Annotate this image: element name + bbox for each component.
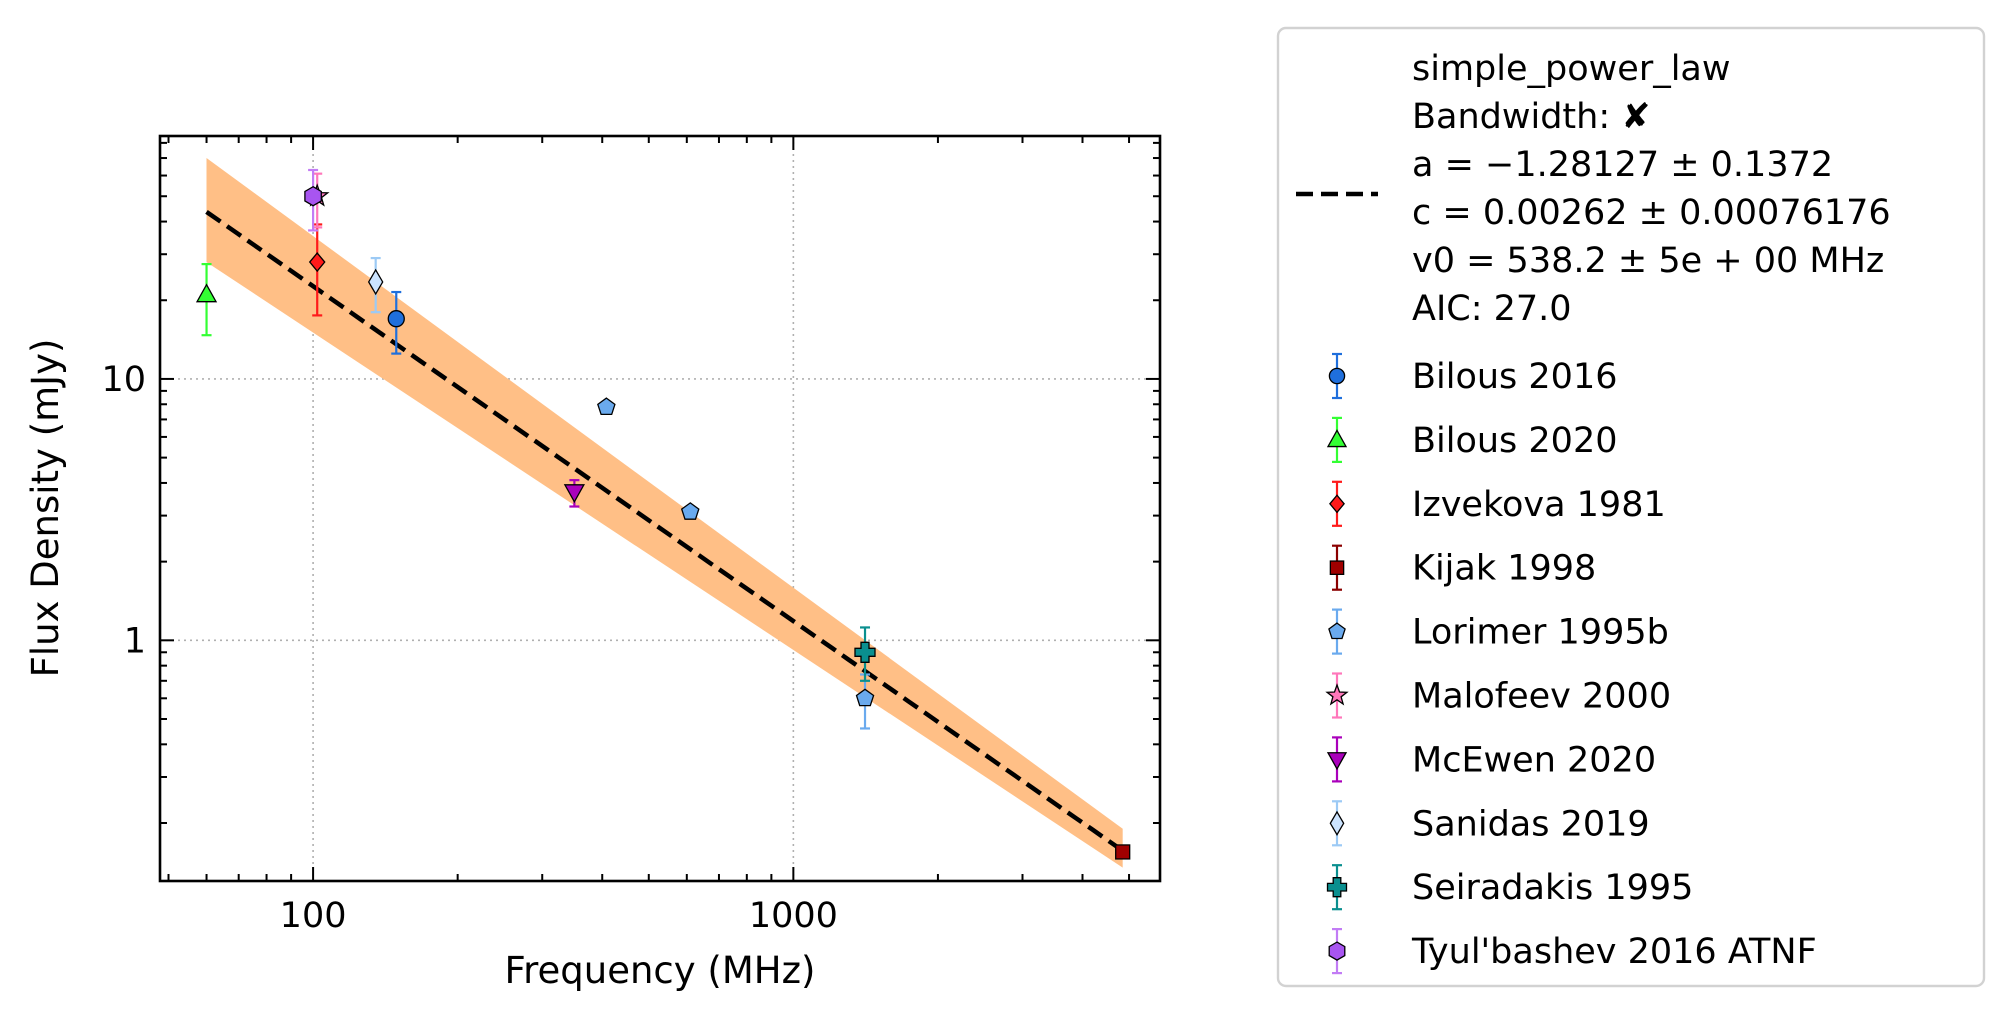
x-tick-label: 1000 bbox=[749, 896, 838, 936]
data-point bbox=[387, 310, 405, 328]
legend-label: Izvekova 1981 bbox=[1412, 485, 1666, 525]
legend-marker bbox=[1328, 622, 1346, 640]
legend-fit-text-line: c = 0.00262 ± 0.00076176 bbox=[1412, 193, 1891, 233]
data-point bbox=[680, 502, 700, 520]
data-point bbox=[855, 688, 875, 707]
plot-axes: 100 1000 1 10 bbox=[101, 134, 1162, 936]
data-point bbox=[367, 268, 384, 296]
legend: simple_power_law Bandwidth: ✘ a = −1.28127… bbox=[1276, 26, 1986, 988]
legend-item: Bilous 2016 bbox=[1328, 352, 1618, 400]
y-axis-label: Flux Density (mJy) bbox=[24, 339, 67, 678]
legend-label: Kijak 1998 bbox=[1412, 549, 1596, 589]
legend-item: McEwen 2020 bbox=[1326, 736, 1656, 783]
series-lorimer-1995b bbox=[597, 397, 875, 730]
legend-item: Kijak 1998 bbox=[1329, 544, 1596, 591]
x-axis-label: Frequency (MHz) bbox=[505, 949, 816, 992]
data-point bbox=[597, 397, 616, 416]
legend-item: Seiradakis 1995 bbox=[1326, 864, 1693, 911]
legend-label: Tyul'bashev 2016 ATNF bbox=[1411, 932, 1817, 972]
legend-label: Malofeev 2000 bbox=[1412, 677, 1671, 717]
series-bilous-2016 bbox=[387, 290, 405, 355]
data-point bbox=[304, 185, 322, 207]
legend-marker bbox=[1329, 494, 1345, 514]
series-seiradakis-1995 bbox=[854, 626, 876, 682]
legend-label: McEwen 2020 bbox=[1412, 740, 1656, 780]
legend-marker bbox=[1328, 367, 1346, 385]
fit-line-path bbox=[205, 210, 1124, 853]
legend-marker bbox=[1326, 752, 1348, 771]
data-points bbox=[195, 168, 1131, 860]
legend-label: Sanidas 2019 bbox=[1412, 804, 1650, 844]
legend-item: Lorimer 1995b bbox=[1328, 608, 1669, 655]
data-point bbox=[308, 252, 326, 273]
legend-fit-text-line: v0 = 538.2 ± 5e + 00 MHz bbox=[1412, 241, 1884, 281]
legend-label: Seiradakis 1995 bbox=[1412, 868, 1693, 908]
legend-marker bbox=[1328, 941, 1346, 961]
y-tick-label: 1 bbox=[124, 621, 146, 661]
legend-frame bbox=[1276, 26, 1986, 988]
series-izvekova-1981 bbox=[308, 223, 326, 317]
grid-lines bbox=[160, 136, 1160, 881]
legend-item: Bilous 2020 bbox=[1326, 416, 1618, 463]
x-tick-label: 100 bbox=[280, 896, 347, 936]
legend-marker bbox=[1325, 683, 1349, 706]
series-kijak-1998 bbox=[1115, 844, 1131, 860]
plot-frame bbox=[158, 134, 1162, 883]
legend-item: Tyul'bashev 2016 ATNF bbox=[1328, 927, 1817, 975]
legend-marker bbox=[1329, 560, 1345, 575]
data-point bbox=[195, 283, 218, 303]
series-tyul-bashev-2016-atnf bbox=[304, 168, 322, 232]
legend-fit-text-line: Bandwidth: ✘ bbox=[1412, 97, 1651, 137]
legend-label: Bilous 2016 bbox=[1412, 357, 1618, 397]
data-point bbox=[1115, 844, 1131, 860]
legend-label: Bilous 2020 bbox=[1412, 421, 1618, 461]
data-point bbox=[854, 641, 876, 663]
legend-item: Malofeev 2000 bbox=[1325, 672, 1671, 719]
series-mcewen-2020 bbox=[563, 479, 585, 508]
legend-label: Lorimer 1995b bbox=[1412, 613, 1669, 653]
data-point bbox=[563, 484, 585, 504]
fit-line bbox=[205, 210, 1124, 853]
legend-marker bbox=[1326, 429, 1348, 448]
legend-fit-text-line: simple_power_law bbox=[1412, 49, 1731, 89]
y-tick-label: 10 bbox=[101, 360, 146, 400]
legend-fit-text-line: a = −1.28127 ± 0.1372 bbox=[1412, 145, 1833, 185]
legend-item: Sanidas 2019 bbox=[1329, 800, 1650, 847]
series-sanidas-2019 bbox=[367, 256, 384, 314]
legend-item: Izvekova 1981 bbox=[1329, 480, 1666, 527]
legend-marker bbox=[1326, 877, 1348, 898]
series-bilous-2020 bbox=[195, 262, 218, 337]
legend-fit-text-line: AIC: 27.0 bbox=[1412, 289, 1572, 329]
legend-marker bbox=[1329, 810, 1345, 836]
